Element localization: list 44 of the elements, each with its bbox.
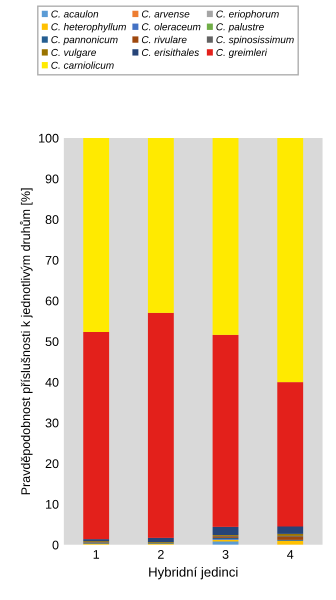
y-tick-label: 20	[46, 459, 58, 468]
y-tick-label: 40	[45, 378, 58, 387]
y-tick-label: 30	[46, 418, 58, 428]
bar	[83, 332, 110, 540]
bar	[277, 382, 304, 526]
y-tick-label: 100	[39, 134, 58, 143]
y-tick-label: 80	[46, 215, 58, 224]
bar	[148, 312, 174, 538]
bar	[277, 526, 304, 534]
y-tick-label: 10	[46, 500, 58, 509]
y-tick-label: 90	[46, 174, 58, 184]
legend-label: C. oleraceum	[142, 23, 200, 30]
x-tick-label: 3	[222, 550, 228, 559]
legend-label: C. rivulare	[142, 36, 187, 44]
bar	[212, 138, 238, 335]
legend-label: C. palustre	[216, 23, 264, 32]
y-tick-label: 70	[46, 256, 58, 265]
bar	[83, 138, 110, 332]
legend-label: C. vulgare	[51, 48, 96, 58]
y-tick-label: 50	[46, 337, 58, 346]
bar	[212, 526, 238, 536]
bar	[148, 538, 174, 542]
legend-label: C. greimleri	[216, 48, 268, 58]
y-tick-label: 0	[52, 540, 58, 550]
x-axis-title: Hybridní jedinci	[149, 566, 238, 580]
legend-label: C. heterophyllum	[51, 23, 126, 32]
bar	[277, 540, 304, 545]
bar	[212, 542, 238, 545]
legend-label: C. pannonicum	[51, 36, 118, 46]
legend-label: C. erisithales	[142, 48, 199, 56]
y-axis-title: Pravděpodobnost příslušnosti k jednotlivým druhům [%]	[20, 188, 33, 494]
x-tick-label: 2	[158, 550, 164, 559]
bar	[148, 138, 174, 313]
bar	[277, 536, 304, 540]
legend-label: C. carniolicum	[51, 61, 114, 69]
bar	[212, 334, 238, 527]
x-tick-label: 4	[287, 550, 294, 559]
legend-label: C. acaulon	[51, 10, 98, 18]
x-tick-label: 1	[94, 550, 100, 559]
legend-label: C. arvense	[142, 10, 190, 18]
legend-label: C. eriophorum	[216, 10, 279, 20]
bar	[277, 138, 304, 382]
legend-label: C. spinosissimum	[216, 36, 294, 46]
y-tick-label: 60	[46, 296, 58, 306]
